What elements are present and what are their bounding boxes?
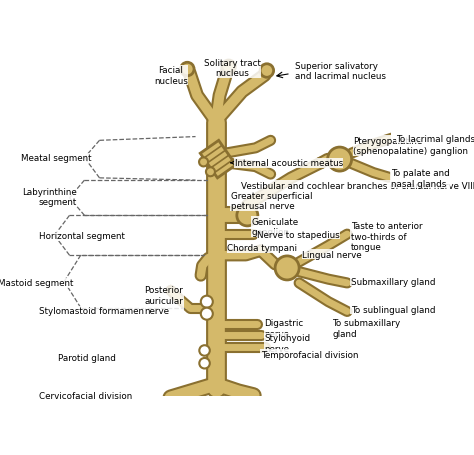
- Text: Greater superficial
petrusal nerve: Greater superficial petrusal nerve: [231, 191, 312, 211]
- Circle shape: [260, 65, 273, 78]
- Text: Internal acoustic meatus: Internal acoustic meatus: [235, 159, 343, 168]
- Text: Temporofacial division: Temporofacial division: [261, 350, 358, 359]
- Text: Meatal segment: Meatal segment: [21, 154, 92, 163]
- Circle shape: [328, 148, 352, 172]
- Circle shape: [199, 345, 210, 356]
- Text: Nerve to stapedius: Nerve to stapedius: [257, 230, 340, 239]
- Text: To submaxillary
gland: To submaxillary gland: [332, 318, 400, 338]
- Text: Digastric
nerve: Digastric nerve: [264, 318, 304, 338]
- Text: Vestibular and cochlear branches of cranial nerve VIII: Vestibular and cochlear branches of cran…: [241, 182, 474, 191]
- Text: Stylomastoid formamen: Stylomastoid formamen: [39, 307, 145, 315]
- Text: To palate and
nasal glands: To palate and nasal glands: [391, 169, 449, 188]
- FancyBboxPatch shape: [200, 141, 236, 178]
- Text: Labyrinthine
segment: Labyrinthine segment: [22, 187, 77, 207]
- Text: Posterior
auricular
nerve: Posterior auricular nerve: [145, 286, 183, 315]
- Text: Solitary tract
nucleus: Solitary tract nucleus: [204, 59, 261, 78]
- Circle shape: [237, 205, 258, 227]
- Text: Parotid gland: Parotid gland: [58, 354, 116, 363]
- Circle shape: [206, 168, 215, 177]
- Circle shape: [222, 61, 235, 74]
- Text: Taste to anterior
two-thirds of
tongue: Taste to anterior two-thirds of tongue: [351, 222, 422, 252]
- Text: Cervicofacial division: Cervicofacial division: [39, 391, 133, 400]
- Text: Facial
nucleus: Facial nucleus: [154, 66, 188, 86]
- Circle shape: [199, 358, 210, 369]
- Text: Submaxillary gland: Submaxillary gland: [351, 277, 436, 286]
- Text: Lingual nerve: Lingual nerve: [302, 250, 362, 259]
- Circle shape: [201, 296, 213, 308]
- Text: Stylohyoid
nerve: Stylohyoid nerve: [264, 334, 311, 353]
- Circle shape: [275, 256, 299, 280]
- Text: Chorda tympani: Chorda tympani: [227, 243, 297, 253]
- Text: Superior salivatory
and lacrimal nucleus: Superior salivatory and lacrimal nucleus: [295, 62, 386, 81]
- Circle shape: [199, 158, 208, 167]
- Circle shape: [201, 308, 213, 320]
- Text: To sublingual gland: To sublingual gland: [351, 305, 436, 314]
- Text: Pterygopalatine
(sphenopalatine) ganglion: Pterygopalatine (sphenopalatine) ganglio…: [353, 136, 468, 156]
- Text: To lacrimal glands: To lacrimal glands: [396, 134, 474, 143]
- Text: Mastoid segment: Mastoid segment: [0, 279, 73, 288]
- Circle shape: [181, 63, 194, 76]
- Text: Horizontal segment: Horizontal segment: [39, 232, 125, 241]
- Text: Geniculate
ganglion: Geniculate ganglion: [252, 217, 299, 237]
